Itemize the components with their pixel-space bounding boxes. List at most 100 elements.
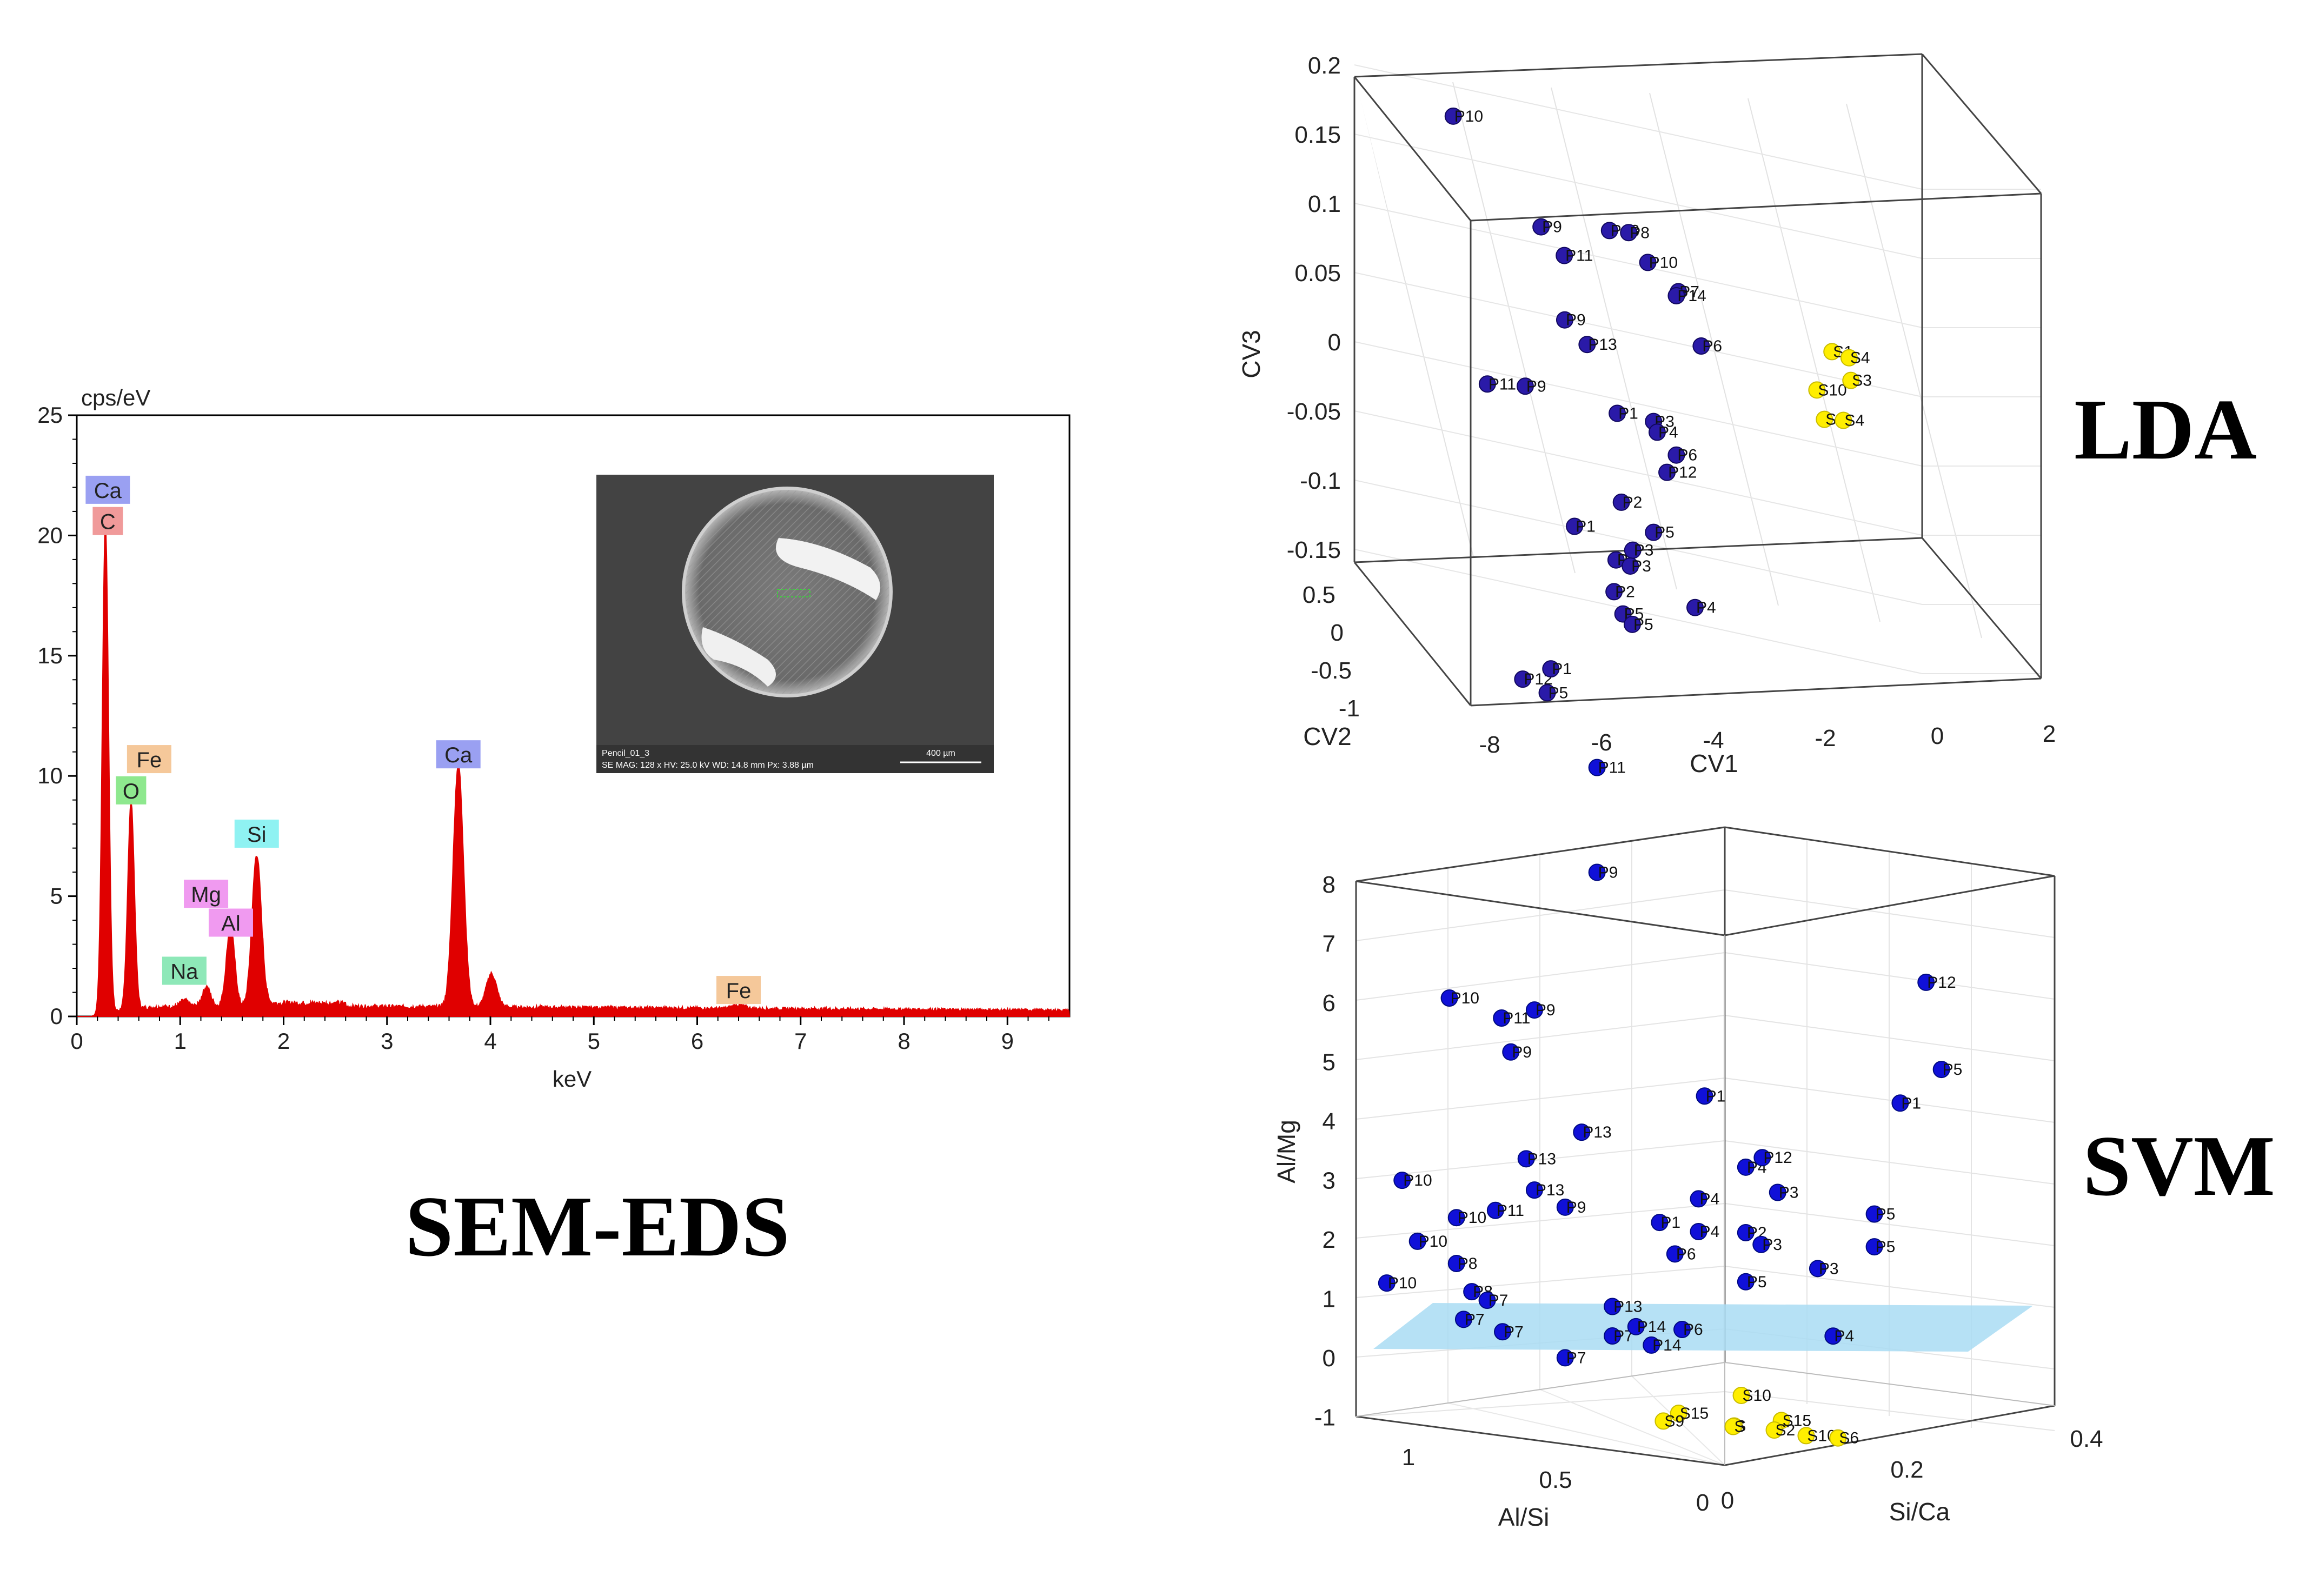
svm-point-s [1670, 1404, 1687, 1422]
svm-point-p [1463, 1283, 1481, 1301]
lda-point-p [1639, 254, 1657, 271]
lda-point-p [1605, 583, 1623, 601]
lda-y-tick-label: 0.5 [1303, 582, 1335, 608]
svm-point-p [1556, 1198, 1574, 1216]
eds-y-axis-label: cps/eV [81, 385, 150, 410]
lda-point-label: P10 [1649, 254, 1678, 271]
lda-point-label: S [1825, 411, 1836, 429]
svm-point-label: P5 [1747, 1273, 1767, 1291]
lda-point-label: P2 [1615, 583, 1635, 601]
lda-point-label: P6 [1677, 447, 1697, 464]
svm-point-label: S [1735, 1418, 1745, 1436]
lda-point-label: P3 [1634, 542, 1654, 560]
lda-point-label: P1 [1576, 518, 1596, 536]
eds-element-label-box [162, 956, 207, 985]
svm-point-label: P13 [1536, 1181, 1564, 1199]
svm-point-label: P3 [1819, 1260, 1839, 1278]
lda-point-p [1444, 107, 1462, 125]
lda-point-label: P14 [1677, 287, 1706, 305]
lda-point-p [1667, 446, 1685, 464]
eds-x-tick-label: 5 [588, 1028, 600, 1054]
svm-point-p [1517, 1150, 1535, 1168]
eds-x-tick-label: 4 [484, 1028, 496, 1054]
eds-x-axis-label: keV [553, 1066, 592, 1092]
inset-caption-line1: Pencil_01_3 [602, 749, 649, 758]
svm-point-label: P14 [1637, 1318, 1666, 1336]
eds-element-label-box [92, 507, 123, 535]
svm-point-p [1666, 1245, 1684, 1263]
eds-x-tick-label: 8 [898, 1028, 910, 1054]
svm-point-p [1408, 1232, 1426, 1250]
eds-x-tick-label: 3 [381, 1028, 393, 1054]
eds-x-tick-label: 0 [70, 1028, 83, 1054]
svm-point-s [1655, 1412, 1672, 1430]
svm-point-p [1604, 1327, 1622, 1345]
svm-point-label: P10 [1451, 989, 1479, 1007]
svm-z-tick-label: 8 [1323, 872, 1335, 898]
svm-point-label: S15 [1680, 1405, 1709, 1422]
svm-point-p [1673, 1321, 1691, 1339]
eds-x-tick-label: 2 [277, 1028, 290, 1054]
svm-point-p [1604, 1298, 1622, 1315]
svm-x-tick-label: 0.5 [1539, 1467, 1572, 1493]
eds-spectrum-chart: 0 1 2 3 4 5 6 7 8 9 0 5 10 15 20 25 cps/eV keV Ca C Fe O Si… [37, 385, 1071, 1092]
lda-y-tick-label: 0 [1331, 620, 1344, 646]
svm-point-label: P10 [1458, 1209, 1486, 1227]
lda-point-p [1622, 557, 1639, 575]
svm-point-p [1378, 1274, 1396, 1292]
eds-y-tick-label: 0 [50, 1003, 63, 1029]
lda-y-tick-label: -1 [1339, 695, 1360, 722]
svm-z-tick-label: 0 [1323, 1345, 1335, 1372]
svm-point-label: P6 [1683, 1321, 1703, 1339]
lda-point-p [1566, 517, 1584, 535]
svm-point-label: P6 [1676, 1245, 1696, 1263]
svm-point-p [1525, 1001, 1543, 1019]
svm-z-tick-label: 7 [1323, 931, 1335, 957]
lda-y-tick-label: -0.5 [1311, 657, 1352, 684]
svm-point-p [1502, 1043, 1520, 1061]
eds-element-label: Mg [191, 883, 221, 907]
svm-point-label: P11 [1503, 1009, 1530, 1027]
svm-point-p [1651, 1214, 1669, 1232]
svm-point-p [1769, 1183, 1786, 1201]
svm-point-label: P4 [1700, 1223, 1720, 1241]
svm-point-p [1494, 1323, 1511, 1341]
lda-point-label: P9 [1542, 218, 1562, 236]
eds-element-label: Si [247, 823, 267, 847]
lda-z-tick-label: -0.05 [1287, 398, 1341, 425]
lda-point-label: P12 [1668, 464, 1697, 482]
svm-z-tick-label: 4 [1323, 1108, 1335, 1135]
lda-point-label: P2 [1623, 494, 1643, 511]
svm-point-label: P14 [1652, 1336, 1681, 1354]
lda-x-tick-label: -2 [1815, 725, 1836, 752]
svm-point-label: P3 [1762, 1236, 1782, 1254]
svm-point-p [1753, 1149, 1771, 1167]
lda-point-p [1556, 247, 1573, 264]
lda-z-tick-label: 0.2 [1308, 52, 1341, 79]
svm-point-label: P9 [1598, 863, 1618, 881]
eds-element-label-box [127, 745, 171, 774]
svm-xlabel: Al/Si [1498, 1503, 1550, 1531]
eds-element-label: Fe [726, 979, 752, 1003]
lda-point-label: S4 [1850, 349, 1870, 367]
svm-point-p [1588, 759, 1606, 776]
svm-point-p [1737, 1223, 1755, 1241]
svm-point-s [1732, 1386, 1750, 1404]
eds-element-label-box [436, 740, 481, 769]
svm-point-label: S2 [1776, 1421, 1796, 1439]
lda-point-label: S3 [1852, 372, 1872, 390]
lda-point-label: P9 [1526, 377, 1546, 395]
eds-element-label: C [100, 510, 116, 534]
eds-spectrum-area [77, 525, 1071, 1017]
lda-point-label: P3 [1631, 557, 1651, 575]
eds-element-label-box [184, 880, 229, 908]
svm-point-label: P7 [1489, 1292, 1509, 1309]
svm-point-label: P13 [1613, 1298, 1642, 1316]
lda-x-tick-label: 0 [1931, 723, 1944, 749]
svm-point-p [1447, 1254, 1465, 1272]
lda-z-tick-label: 0.15 [1294, 122, 1341, 148]
lda-z-tick-label: -0.1 [1300, 468, 1341, 494]
svm-z-tick-label: 5 [1323, 1049, 1335, 1076]
svm-point-label: P9 [1566, 1199, 1586, 1216]
